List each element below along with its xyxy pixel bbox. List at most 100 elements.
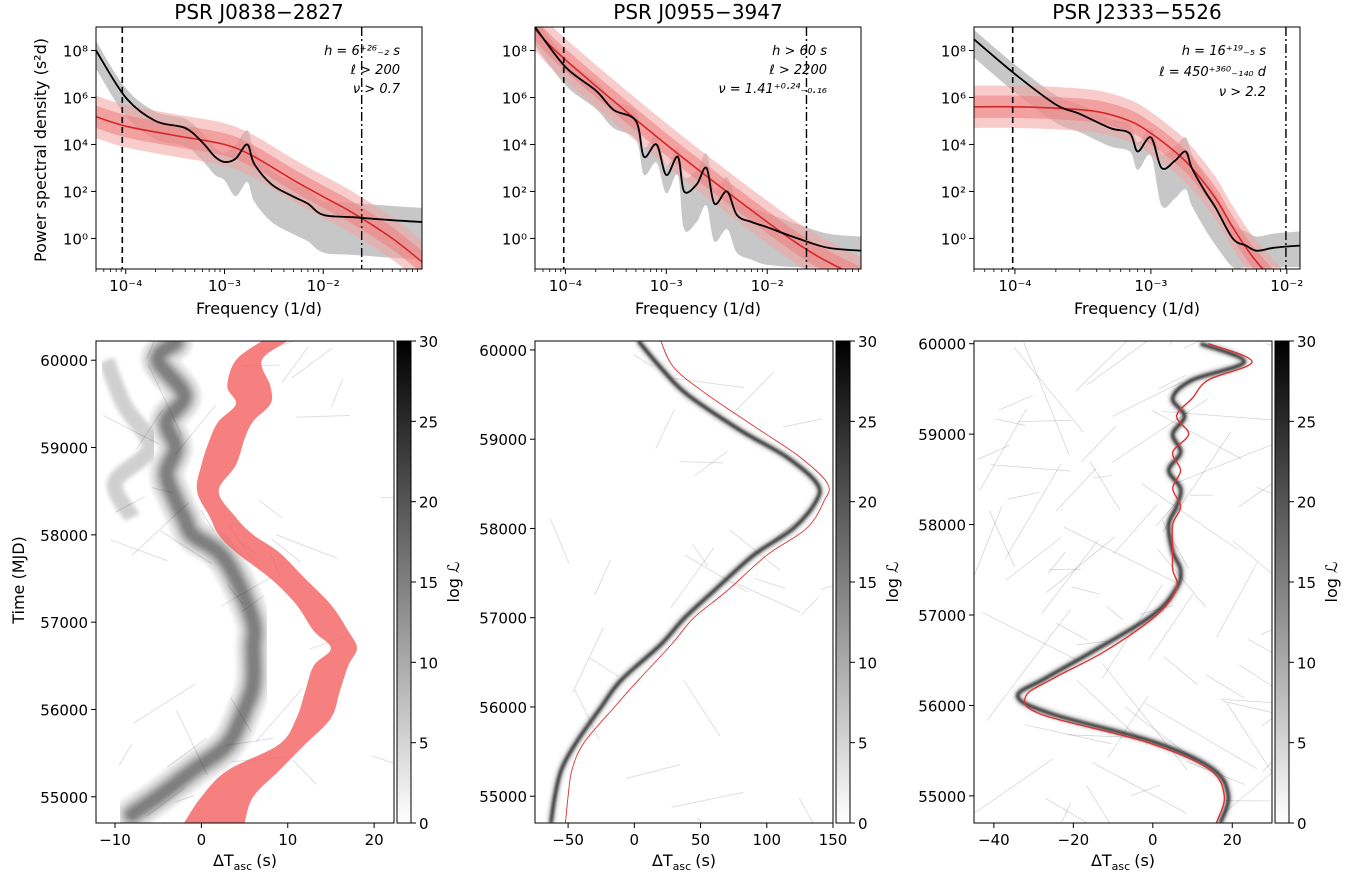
lk-model-line-3	[1023, 343, 1253, 823]
psd-xtick-label-3--4: 10⁻⁴	[998, 277, 1031, 295]
lk-streak-1	[255, 688, 303, 742]
annotation-l-3: ℓ = 450⁺³⁶⁰₋₁₄₀ d	[1158, 65, 1266, 80]
panel-title-2: PSR J0955−3947	[613, 0, 782, 24]
psd-annotations-2: h > 60 s ℓ > 2200 ν = 1.41⁺⁰·²⁴₋₀.₁₆	[718, 44, 827, 97]
psd-yticks-1: 10⁰ 10² 10⁴ 10⁶ 10⁸	[63, 42, 96, 248]
lk-ridge-core-2	[549, 341, 822, 823]
lk-streak-3	[1155, 502, 1176, 527]
colorbar-tick-label-3-30: 30	[1297, 333, 1316, 351]
colorbar-tick-label-2-5: 5	[858, 735, 868, 753]
lk-model-line-2	[565, 341, 830, 823]
panel-title-1: PSR J0838−2827	[174, 0, 343, 24]
psd-yticks-2: 10⁰ 10² 10⁴ 10⁶ 10⁸	[502, 42, 535, 248]
lk-background-2	[535, 341, 833, 823]
lk-streak-3	[1220, 698, 1272, 703]
lk-streak-2	[625, 764, 681, 779]
lk-streak-2	[679, 461, 724, 464]
lk-ytick-label-2-55000: 55000	[479, 788, 527, 806]
colorbar-tick-label-3-15: 15	[1297, 574, 1316, 592]
psd-model-band-inner-1	[96, 105, 422, 269]
psd-ytick-label-1-0: 10⁰	[63, 230, 88, 248]
psd-ytick-label-1-2: 10²	[63, 183, 88, 201]
lk-streak-3	[1260, 629, 1272, 635]
psd-data-line-3	[974, 38, 1300, 252]
lk-streak-3	[986, 609, 1071, 721]
dt-xlabel-1: ΔTasc (s)	[213, 851, 277, 873]
lk-streak-3	[1045, 797, 1088, 823]
colorbar-tick-label-2-15: 15	[858, 574, 877, 592]
psd-xtick-label-2--3: 10⁻³	[650, 277, 683, 295]
colorbar-gradient-3	[1274, 340, 1290, 824]
likelihood-panel-1: 55000 56000 57000 58000 59000 60000 −10 0 10 20 0 5…	[40, 333, 438, 849]
lk-streak-2	[730, 371, 775, 416]
dt-xlabel-3: ΔTasc (s)	[1091, 851, 1155, 873]
lk-streak-2	[574, 689, 600, 740]
lk-streak-2	[670, 547, 715, 609]
psd-xtick-label-3--2: 10⁻²	[1270, 277, 1303, 295]
psd-data-line-1	[96, 50, 422, 223]
colorbar-tick-label-1-15: 15	[419, 574, 438, 592]
annotation-nu-3: ν > 2.2	[1219, 85, 1266, 100]
lk-ytick-label-1-55000: 55000	[40, 789, 88, 807]
lk-ytick-label-3-56000: 56000	[918, 697, 966, 715]
lk-streak-3	[1113, 504, 1158, 554]
lk-streak-1	[281, 346, 309, 383]
lk-streak-2	[732, 580, 801, 613]
lk-streak-3	[1076, 679, 1141, 741]
lk-streak-3	[1075, 341, 1128, 392]
svg-text:ΔTasc(s): ΔTasc (s)	[213, 851, 277, 873]
lk-streak-3	[1041, 539, 1099, 614]
lk-streak-3	[1183, 341, 1201, 349]
lk-streak-3	[1092, 475, 1113, 479]
lk-streak-2	[753, 577, 786, 589]
lk-streak-1	[292, 759, 317, 785]
lk-ridge-3	[1014, 341, 1248, 823]
lk-streak-2	[671, 791, 744, 808]
lk-xtick-label-2-150: 150	[819, 831, 848, 849]
lk-plot-area-1	[96, 341, 394, 823]
svg-text:ΔTasc(s): ΔTasc (s)	[1091, 851, 1155, 873]
colorbar-tick-label-3-5: 5	[1297, 735, 1307, 753]
svg-text:ΔTasc(s): ΔTasc (s)	[652, 851, 716, 873]
colorbar-tick-label-2-25: 25	[858, 413, 877, 431]
lk-frame-2	[534, 340, 834, 824]
psd-ytick-label-3-6: 10⁶	[941, 89, 966, 107]
psd-ytick-label-2-4: 10⁴	[502, 136, 527, 154]
psd-panel-3: PSR J2333−5526 h = 16⁺¹⁹₋₅ s ℓ = 450⁺³⁶⁰…	[941, 0, 1303, 295]
dt-xlabel-unit-1: (s)	[256, 851, 277, 870]
psd-plot-area-1	[96, 27, 422, 269]
lk-streak-3	[1168, 341, 1174, 345]
lk-streak-3	[1145, 703, 1257, 769]
lk-ytick-label-3-55000: 55000	[918, 788, 966, 806]
lk-streak-3	[1262, 761, 1272, 772]
lk-xtick-label-2--50: −50	[552, 831, 584, 849]
dt-xlabel-main-2: ΔT	[652, 851, 673, 870]
colorbar-tick-label-1-0: 0	[419, 815, 429, 833]
colorbar-tick-label-3-20: 20	[1297, 494, 1316, 512]
lk-streak-3	[1013, 346, 1084, 433]
lk-ytick-label-1-58000: 58000	[40, 527, 88, 545]
psd-ytick-label-3-0: 10⁰	[941, 230, 966, 248]
lk-streak-3	[1151, 409, 1242, 459]
lk-streak-3	[1148, 593, 1194, 660]
lk-streak-3	[1076, 640, 1108, 646]
psd-ytick-label-2-8: 10⁸	[502, 42, 527, 60]
lk-streak-1	[133, 683, 196, 724]
colorbar-tick-label-3-25: 25	[1297, 413, 1316, 431]
colorbar-tick-label-1-5: 5	[419, 735, 429, 753]
lk-xtick-label-1-10: 10	[278, 831, 297, 849]
lk-streak-2	[682, 679, 721, 737]
lk-streak-1	[291, 347, 333, 379]
lk-ytick-label-3-58000: 58000	[918, 517, 966, 535]
psd-xlabel-3: Frequency (1/d)	[1074, 299, 1200, 318]
lk-ytick-label-1-57000: 57000	[40, 614, 88, 632]
colorbar-tick-label-1-25: 25	[419, 413, 438, 431]
lk-ytick-label-2-57000: 57000	[479, 610, 527, 628]
lk-background-streaks-3	[974, 341, 1272, 823]
lk-xticks-1: −10 0 10 20	[99, 823, 384, 849]
psd-xticks-3: 10⁻⁴ 10⁻³ 10⁻²	[973, 269, 1303, 295]
colorbar-tick-label-3-10: 10	[1297, 654, 1316, 672]
lk-streak-3	[1112, 398, 1208, 463]
lk-ridge-core-3	[1016, 342, 1246, 823]
colorbar-tick-label-2-30: 30	[858, 333, 877, 351]
